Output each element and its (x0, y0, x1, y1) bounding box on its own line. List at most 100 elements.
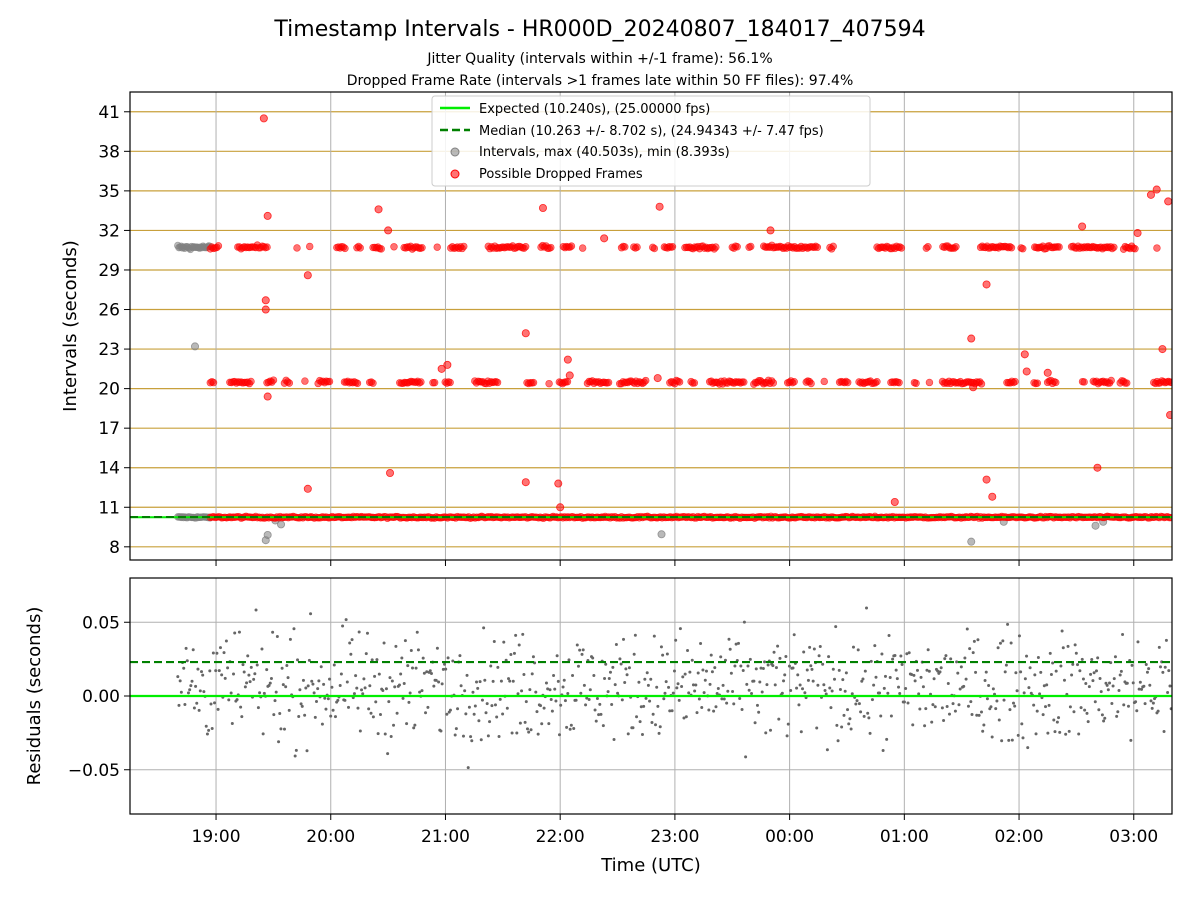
residual-point (298, 688, 302, 692)
dropped-frame-point (384, 226, 393, 235)
residual-point (834, 625, 838, 629)
residual-point (434, 678, 438, 682)
residual-point (682, 716, 686, 720)
legend-median-label: Median (10.263 +/- 8.702 s), (24.94343 +… (479, 124, 824, 139)
residual-point (958, 687, 962, 691)
residual-point (293, 754, 297, 758)
residual-point (656, 704, 660, 708)
dropped-frame-point (563, 355, 572, 364)
residual-point (778, 656, 782, 660)
dropped-frame-point (1055, 243, 1063, 251)
residual-point (198, 689, 202, 693)
residual-point (1051, 661, 1055, 665)
residual-point (230, 722, 234, 726)
residual-point (348, 641, 352, 645)
residual-point (218, 646, 222, 650)
residual-point (496, 665, 500, 669)
residual-point (709, 653, 713, 657)
residual-point (421, 656, 425, 660)
residual-point (688, 670, 692, 674)
residual-point (823, 689, 827, 693)
residual-point (995, 699, 999, 703)
residual-point (1167, 669, 1171, 673)
residual-point (675, 686, 679, 690)
residual-point (435, 646, 439, 650)
residual-point (1138, 680, 1142, 684)
residual-point (527, 730, 531, 734)
residual-point (1078, 669, 1082, 673)
residual-point (480, 698, 484, 702)
residual-point (377, 672, 381, 676)
residual-point (654, 723, 658, 727)
residual-point (707, 708, 711, 712)
residual-point (1121, 633, 1125, 637)
dropped-frame-point (1164, 197, 1172, 206)
residual-point (232, 672, 236, 676)
dropped-frame-point (790, 378, 798, 386)
residual-point (371, 715, 375, 719)
residual-point (889, 714, 893, 718)
residual-point (921, 685, 925, 689)
dropped-frame-point (733, 243, 741, 251)
residual-point (687, 691, 691, 695)
intervals-series (174, 241, 1108, 546)
residual-point (1027, 686, 1031, 690)
residual-point (370, 658, 374, 662)
residual-point (346, 705, 350, 709)
dropped-frame-point (969, 383, 978, 392)
residual-point (534, 690, 538, 694)
dropped-frame-point (209, 378, 218, 387)
residual-point (463, 689, 467, 693)
residual-point (861, 677, 865, 681)
residual-point (690, 658, 694, 662)
x-tick-label: 21:00 (421, 827, 470, 847)
residual-point (1042, 684, 1046, 688)
dropped-frame-point (263, 243, 271, 251)
residual-point (710, 670, 714, 674)
residual-point (700, 706, 704, 710)
residual-point (595, 696, 599, 700)
residual-point (1083, 708, 1087, 712)
residual-point (856, 648, 860, 652)
dropped-frame-point (460, 242, 468, 251)
residual-point (766, 663, 770, 667)
residual-point (458, 654, 462, 658)
residual-point (744, 755, 748, 759)
residual-point (1119, 669, 1123, 673)
residual-point (197, 708, 201, 712)
residual-point (1003, 670, 1007, 674)
residual-point (806, 678, 810, 682)
residual-point (604, 662, 608, 666)
residual-point (848, 717, 852, 721)
residual-point (1166, 690, 1170, 694)
interval-point (1091, 521, 1100, 530)
residual-point (306, 684, 310, 688)
residual-point (680, 685, 684, 689)
residual-point (485, 702, 489, 706)
residual-point (991, 687, 995, 691)
residual-point (565, 725, 569, 729)
residual-point (200, 670, 204, 674)
dropped-frame-point (653, 374, 662, 383)
residual-point (1137, 687, 1141, 691)
residual-point (490, 704, 494, 708)
residual-point (248, 680, 252, 684)
residual-point (866, 711, 870, 715)
residual-point (292, 627, 296, 631)
residual-point (471, 690, 475, 694)
residual-point (638, 720, 642, 724)
residual-point (757, 710, 761, 714)
dropped-frame-point (1158, 345, 1167, 354)
residual-point (362, 677, 366, 681)
residual-point (408, 691, 412, 695)
residual-point (1087, 685, 1091, 689)
residual-point (840, 725, 844, 729)
residual-point (714, 705, 718, 709)
residual-point (284, 685, 288, 689)
residual-point (365, 631, 369, 635)
dropped-frame-point (740, 378, 748, 386)
residual-point (1057, 716, 1061, 720)
residual-point (311, 682, 315, 686)
dropped-frame-point (1133, 229, 1142, 238)
residual-point (428, 669, 432, 673)
